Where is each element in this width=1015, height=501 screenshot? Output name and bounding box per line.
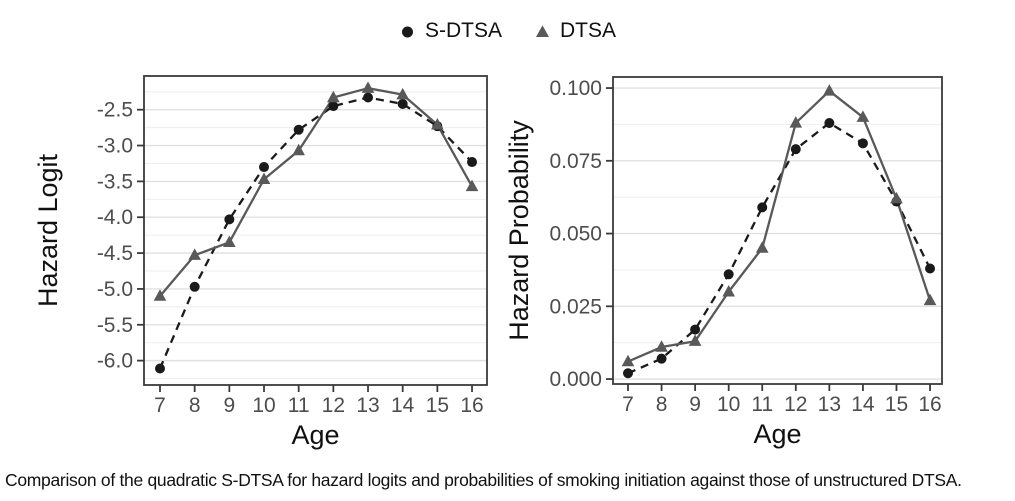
svg-text:9: 9 <box>689 393 701 416</box>
svg-text:Age: Age <box>753 419 801 449</box>
svg-text:-5.0: -5.0 <box>97 278 133 301</box>
svg-text:8: 8 <box>656 393 668 416</box>
svg-text:10: 10 <box>717 393 740 416</box>
svg-text:13: 13 <box>818 393 841 416</box>
chart-legend: S-DTSA DTSA <box>0 19 1015 43</box>
svg-text:15: 15 <box>885 393 908 416</box>
svg-text:Age: Age <box>291 420 339 450</box>
figure-caption: Comparison of the quadratic S-DTSA for h… <box>5 470 962 490</box>
hazard-logit-chart: -6.0 -5.5 -5.0 -4.5 -4.0 -3.5 -3.0 -2.5 7 8 9 10 11 1… <box>33 75 488 450</box>
svg-text:0.075: 0.075 <box>549 150 602 173</box>
svg-text:0.025: 0.025 <box>549 295 602 318</box>
svg-text:13: 13 <box>356 394 379 417</box>
svg-text:12: 12 <box>784 393 807 416</box>
svg-text:10: 10 <box>252 394 275 417</box>
svg-text:-4.0: -4.0 <box>97 206 133 229</box>
svg-text:8: 8 <box>189 394 201 417</box>
circle-marker-icon <box>401 26 413 37</box>
svg-text:7: 7 <box>154 394 166 417</box>
svg-text:16: 16 <box>918 393 941 416</box>
svg-text:14: 14 <box>851 393 875 416</box>
svg-text:11: 11 <box>288 394 310 417</box>
svg-text:Hazard Probability: Hazard Probability <box>504 120 534 341</box>
svg-text:9: 9 <box>223 394 235 417</box>
triangle-marker-icon <box>536 24 549 37</box>
legend-label-dtsa: DTSA <box>560 19 617 42</box>
svg-text:0.050: 0.050 <box>549 223 602 246</box>
svg-text:-3.5: -3.5 <box>97 170 133 193</box>
svg-text:12: 12 <box>322 394 345 417</box>
svg-text:11: 11 <box>751 393 773 416</box>
svg-text:-3.0: -3.0 <box>97 135 133 158</box>
legend-label-sdtsa: S-DTSA <box>424 19 502 42</box>
svg-text:14: 14 <box>391 394 415 417</box>
svg-text:0.100: 0.100 <box>549 77 602 100</box>
svg-text:16: 16 <box>460 394 483 417</box>
svg-text:0.000: 0.000 <box>549 368 602 391</box>
svg-text:-6.0: -6.0 <box>97 350 133 373</box>
svg-text:Hazard Logit: Hazard Logit <box>33 153 63 307</box>
svg-text:-2.5: -2.5 <box>97 99 133 122</box>
hazard-probability-chart: 0.000 0.025 0.050 0.075 0.100 7 8 9 10 11 12 13 14 15… <box>504 76 943 449</box>
svg-text:-5.5: -5.5 <box>97 314 133 337</box>
svg-text:15: 15 <box>426 394 449 417</box>
legend-item-sdtsa: S-DTSA <box>399 19 502 43</box>
svg-text:7: 7 <box>622 393 634 416</box>
legend-item-dtsa: DTSA <box>534 19 616 43</box>
svg-text:-4.5: -4.5 <box>97 242 133 265</box>
